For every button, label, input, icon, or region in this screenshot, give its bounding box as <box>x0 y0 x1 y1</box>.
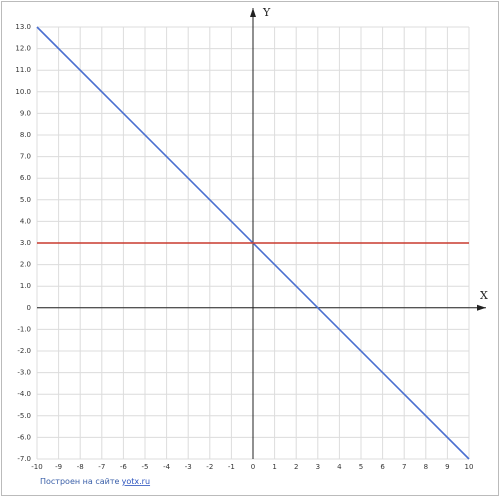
x-tick-label: -2 <box>206 463 213 471</box>
y-tick-label: 4.0 <box>20 217 31 225</box>
y-tick-label: 10.0 <box>15 88 31 96</box>
x-tick-label: -8 <box>77 463 84 471</box>
y-tick-label: -2.0 <box>17 347 31 355</box>
y-tick-label: 12.0 <box>15 45 31 53</box>
x-tick-label: -3 <box>185 463 192 471</box>
y-tick-label: -1.0 <box>17 325 31 333</box>
y-tick-label: 7.0 <box>20 153 31 161</box>
x-tick-label: 10 <box>465 463 474 471</box>
x-tick-label: 7 <box>402 463 406 471</box>
x-tick-label: 6 <box>380 463 385 471</box>
grid: -10 -9 -8 -7 -6 -5 -4 -3 -2 -1 0 1 2 3 4 5 6 7 8 9 10-7.0-6.… <box>15 8 486 471</box>
x-tick-label: -5 <box>142 463 149 471</box>
y-tick-label: 0 <box>27 304 31 312</box>
y-tick-label: -5.0 <box>17 412 31 420</box>
x-tick-label: 9 <box>445 463 449 471</box>
y-tick-label: 13.0 <box>15 23 31 31</box>
x-tick-label: -4 <box>163 463 171 471</box>
y-tick-label: -4.0 <box>17 390 31 398</box>
x-tick-label: 4 <box>337 463 342 471</box>
y-tick-label: -3.0 <box>17 369 31 377</box>
x-tick-label: 2 <box>294 463 298 471</box>
y-axis-arrow <box>250 8 256 17</box>
y-tick-label: 6.0 <box>20 174 31 182</box>
x-tick-label: 5 <box>359 463 363 471</box>
y-tick-label: 5.0 <box>20 196 31 204</box>
x-tick-label: -7 <box>98 463 105 471</box>
y-tick-label: -6.0 <box>17 433 31 441</box>
x-tick-label: 0 <box>251 463 255 471</box>
x-tick-label: -1 <box>228 463 235 471</box>
footer-link[interactable]: yotx.ru <box>122 477 150 486</box>
y-tick-label: 3.0 <box>20 239 31 247</box>
x-tick-label: -6 <box>120 463 128 471</box>
x-tick-label: 1 <box>272 463 276 471</box>
x-axis-arrow <box>477 304 486 311</box>
y-tick-label: 1.0 <box>20 282 31 290</box>
y-tick-label: 2.0 <box>20 261 31 269</box>
footer: Построен на сайте yotx.ru <box>40 477 150 486</box>
y-tick-label: 9.0 <box>20 109 31 117</box>
x-tick-label: -9 <box>55 463 62 471</box>
footer-text: Построен на сайте <box>40 477 119 486</box>
x-tick-label: 3 <box>316 463 320 471</box>
y-axis-title: Y <box>262 6 271 19</box>
x-tick-label: -10 <box>31 463 42 471</box>
plot <box>36 26 470 460</box>
y-tick-label: -7.0 <box>17 455 31 463</box>
x-axis-title: X <box>480 289 488 302</box>
x-tick-label: 8 <box>424 463 428 471</box>
y-tick-label: 11.0 <box>15 66 31 74</box>
y-tick-label: 8.0 <box>20 131 31 139</box>
